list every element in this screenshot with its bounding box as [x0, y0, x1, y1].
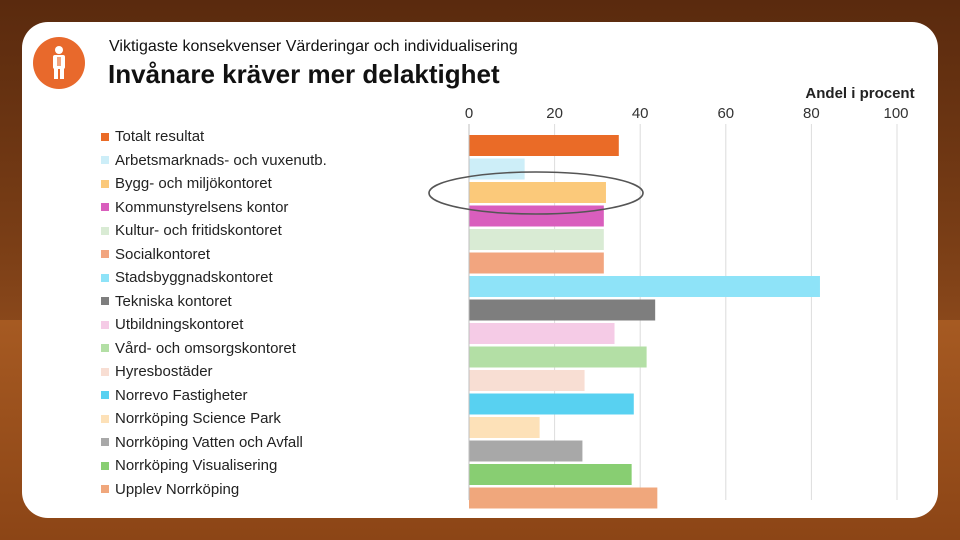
- bar: [469, 252, 604, 274]
- legend-item: Arbetsmarknads- och vuxenutb.: [101, 149, 441, 173]
- logo-badge: [33, 37, 85, 89]
- legend-swatch: [101, 179, 109, 188]
- legend-label: Hyresbostäder: [115, 363, 213, 381]
- bar: [469, 205, 604, 227]
- bar: [469, 299, 656, 321]
- legend-item: Kommunstyrelsens kontor: [101, 196, 441, 220]
- bar: [469, 229, 604, 250]
- bar: [469, 158, 525, 180]
- bar: [469, 487, 658, 509]
- legend-label: Norrköping Science Park: [115, 410, 281, 428]
- legend-swatch: [101, 461, 109, 470]
- slide-subtitle: Viktigaste konsekvenser Värderingar och …: [109, 38, 518, 55]
- legend-label: Totalt resultat: [115, 128, 205, 146]
- legend-item: Vård- och omsorgskontoret: [101, 337, 441, 361]
- bar: [469, 346, 647, 368]
- legend-label: Utbildningskontoret: [115, 316, 244, 334]
- legend-swatch: [101, 344, 109, 353]
- legend-label: Socialkontoret: [115, 245, 211, 263]
- legend-label: Stadsbyggnadskontoret: [115, 269, 273, 287]
- legend-swatch: [101, 250, 109, 259]
- legend-item: Upplev Norrköping: [101, 478, 441, 502]
- person-icon: [53, 46, 65, 79]
- x-tick-label: 40: [632, 105, 649, 122]
- legend-label: Kultur- och fritidskontoret: [115, 222, 282, 240]
- chart-legend: Totalt resultat Arbetsmarknads- och vuxen…: [101, 125, 441, 501]
- x-tick-label: 60: [717, 105, 734, 122]
- legend-label: Norrköping Vatten och Avfall: [115, 433, 303, 451]
- legend-item: Utbildningskontoret: [101, 313, 441, 337]
- bar: [469, 182, 606, 203]
- legend-swatch: [101, 438, 109, 447]
- legend-swatch: [101, 485, 109, 494]
- legend-label: Norrevo Fastigheter: [115, 386, 248, 404]
- legend-swatch: [101, 297, 109, 306]
- legend-item: Hyresbostäder: [101, 360, 441, 384]
- legend-swatch: [101, 391, 109, 400]
- x-axis-title: Andel i procent: [805, 85, 914, 102]
- bar: [469, 276, 820, 297]
- legend-label: Vård- och omsorgskontoret: [115, 339, 296, 357]
- legend-label: Arbetsmarknads- och vuxenutb.: [115, 151, 327, 169]
- legend-item: Norrköping Science Park: [101, 407, 441, 431]
- x-tick-label: 100: [883, 105, 908, 122]
- legend-item: Norrevo Fastigheter: [101, 384, 441, 408]
- legend-label: Upplev Norrköping: [115, 480, 240, 498]
- legend-item: Tekniska kontoret: [101, 290, 441, 314]
- legend-label: Bygg- och miljökontoret: [115, 175, 272, 193]
- legend-item: Norrköping Visualisering: [101, 454, 441, 478]
- bar: [469, 323, 615, 344]
- slide-title: Invånare kräver mer delaktighet: [108, 59, 500, 89]
- legend-swatch: [101, 156, 109, 165]
- legend-label: Norrköping Visualisering: [115, 457, 278, 475]
- legend-swatch: [101, 414, 109, 423]
- legend-item: Stadsbyggnadskontoret: [101, 266, 441, 290]
- bar: [469, 393, 634, 415]
- bar: [469, 135, 619, 156]
- legend-item: Kultur- och fritidskontoret: [101, 219, 441, 243]
- legend-item: Norrköping Vatten och Avfall: [101, 431, 441, 455]
- legend-swatch: [101, 226, 109, 235]
- legend-item: Bygg- och miljökontoret: [101, 172, 441, 196]
- highlight-ellipse: [428, 171, 644, 215]
- legend-swatch: [101, 203, 109, 212]
- legend-label: Tekniska kontoret: [115, 292, 232, 310]
- legend-item: Totalt resultat: [101, 125, 441, 149]
- legend-swatch: [101, 132, 109, 141]
- bar: [469, 440, 583, 462]
- legend-item: Socialkontoret: [101, 243, 441, 267]
- bar: [469, 370, 585, 391]
- x-tick-label: 20: [546, 105, 563, 122]
- x-tick-label: 80: [803, 105, 820, 122]
- legend-swatch: [101, 367, 109, 376]
- bar: [469, 464, 632, 485]
- legend-label: Kommunstyrelsens kontor: [115, 198, 289, 216]
- bar: [469, 417, 540, 438]
- legend-swatch: [101, 273, 109, 282]
- x-tick-label: 0: [465, 105, 473, 122]
- legend-swatch: [101, 320, 109, 329]
